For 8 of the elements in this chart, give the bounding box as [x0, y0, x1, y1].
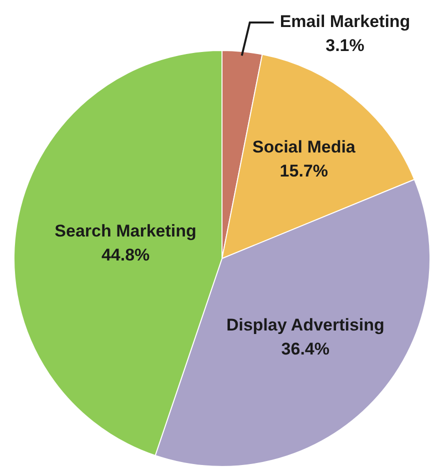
data-label: 44.8% — [101, 245, 150, 264]
slice-label: Social Media — [252, 138, 356, 157]
slice-label: Search Marketing — [54, 221, 196, 240]
data-label: 36.4% — [281, 340, 330, 358]
data-label: 3.1% — [326, 36, 364, 56]
slice-label: Display Advertising — [226, 316, 384, 334]
slice-label: Email Marketing — [280, 12, 410, 32]
data-label: 15.7% — [280, 162, 328, 181]
